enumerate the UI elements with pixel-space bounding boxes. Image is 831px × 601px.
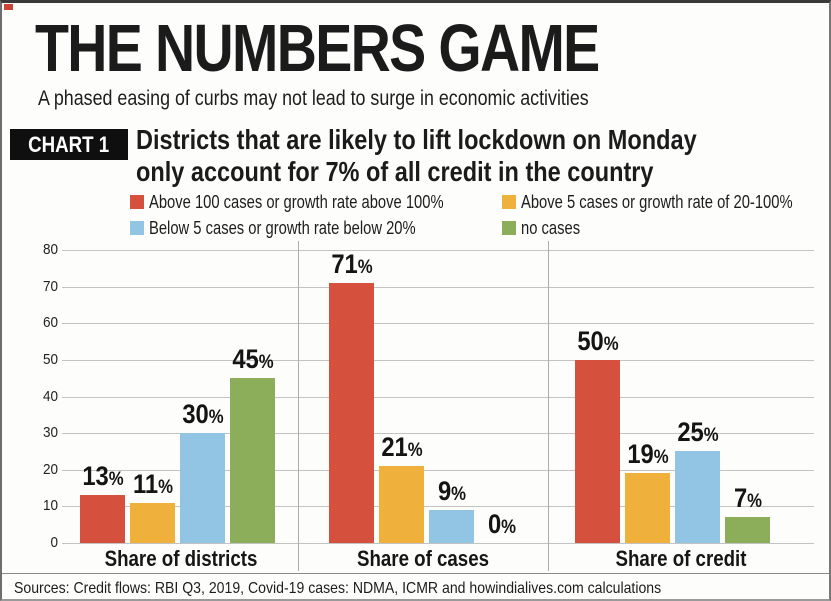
- bar-value-number: 30: [181, 399, 209, 430]
- bar-share-of-districts-above-5-cases-or-growth-rate-of-20-100: [130, 502, 175, 543]
- y-axis-tick-label-20: 20: [42, 460, 58, 478]
- bar-share-of-credit-no-cases: [725, 517, 770, 543]
- percent-sign: %: [450, 484, 466, 506]
- bar-chart: 0 10 20 30 40 50 60 70 80 13% 11% 30% 45% Share of di…: [2, 3, 829, 599]
- legend-item-no-cases: no cases: [502, 217, 593, 238]
- y-axis-tick-label-70: 70: [42, 277, 58, 295]
- bar-value-number: 50: [576, 325, 604, 356]
- legend-item-above-5-cases: Above 5 cases or growth rate of 20-100%: [502, 191, 829, 212]
- category-label-share-of-districts: Share of districts: [104, 546, 258, 571]
- gridline-10: [62, 506, 814, 508]
- bar-value-label-share-of-cases-above-5-cases-or-growth-rate-of-20-100: 21%: [381, 434, 422, 461]
- page-title: THE NUMBERS GAME: [35, 11, 600, 86]
- y-axis-tick-label-10: 10: [42, 497, 58, 515]
- bar-value-label-share-of-credit-no-cases: 7%: [733, 485, 761, 512]
- gridline-70: [62, 286, 814, 288]
- legend-item-above-100-cases: Above 100 cases or growth rate above 100…: [130, 191, 508, 212]
- chart-heading-line-2: only account for 7% of all credit in the…: [136, 155, 654, 187]
- sources-note: Sources: Credit flows: RBI Q3, 2019, Cov…: [14, 580, 662, 597]
- gridline-50: [62, 359, 814, 361]
- y-axis-tick-label-50: 50: [42, 350, 58, 368]
- y-axis-tick-label-30: 30: [42, 424, 58, 442]
- legend-item-below-5-cases: Below 5 cases or growth rate below 20%: [130, 217, 474, 238]
- bar-value-number: 11: [132, 468, 158, 499]
- bar-value-number: 71: [330, 248, 358, 279]
- bar-value-label-share-of-cases-no-cases: 0%: [487, 511, 515, 538]
- group-divider-2: [548, 241, 549, 571]
- legend-swatch-red: [130, 195, 144, 209]
- percent-sign: %: [157, 476, 173, 498]
- legend-label: Above 5 cases or growth rate of 20-100%: [521, 191, 793, 212]
- legend-label: no cases: [521, 217, 581, 238]
- y-axis-tick-label-40: 40: [42, 387, 58, 405]
- legend-swatch-blue: [130, 221, 144, 235]
- page-subtitle: A phased easing of curbs may not lead to…: [38, 87, 589, 110]
- percent-sign: %: [703, 425, 719, 447]
- gridline-20: [62, 469, 814, 471]
- bar-share-of-cases-below-5-cases-or-growth-rate-below-20: [429, 510, 474, 543]
- y-axis-tick-label-60: 60: [42, 314, 58, 332]
- bar-share-of-cases-above-100-cases-or-growth-rate-above-100: [329, 282, 374, 543]
- bar-value-number: 0: [487, 509, 501, 539]
- bar-value-label-share-of-cases-above-100-cases-or-growth-rate-above-100: 71%: [330, 248, 373, 279]
- y-axis-tick-label-80: 80: [42, 241, 58, 258]
- bar-value-number: 25: [676, 417, 704, 448]
- bar-value-number: 13: [81, 461, 109, 492]
- percent-sign: %: [357, 256, 373, 278]
- bar-value-label-share-of-cases-below-5-cases-or-growth-rate-below-20: 9%: [437, 478, 465, 505]
- bar-value-label-share-of-credit-above-5-cases-or-growth-rate-of-20-100: 19%: [627, 441, 668, 468]
- bar-value-label-share-of-districts-no-cases: 45%: [232, 346, 273, 373]
- bar-value-number: 21: [380, 432, 408, 463]
- percent-sign: %: [746, 491, 762, 513]
- chart-number-badge-label: CHART 1: [28, 131, 110, 157]
- percent-sign: %: [258, 352, 274, 374]
- y-axis-tick-label-0: 0: [50, 534, 58, 551]
- gridline-40: [62, 396, 814, 398]
- legend-label: Below 5 cases or growth rate below 20%: [149, 217, 416, 238]
- category-label-share-of-credit: Share of credit: [615, 546, 747, 571]
- bar-share-of-credit-below-5-cases-or-growth-rate-below-20: [675, 451, 720, 543]
- chart-number-badge: CHART 1: [10, 129, 128, 160]
- bar-value-number: 9: [437, 476, 451, 507]
- chart-heading-line-1: Districts that are likely to lift lockdo…: [136, 124, 697, 155]
- percent-sign: %: [653, 447, 669, 469]
- category-label-share-of-cases: Share of cases: [356, 546, 490, 571]
- gridline-30: [62, 433, 814, 435]
- bar-share-of-districts-below-5-cases-or-growth-rate-below-20: [180, 433, 225, 543]
- bar-share-of-districts-above-100-cases-or-growth-rate-above-100: [80, 495, 125, 543]
- gridline-60: [62, 323, 814, 325]
- bar-value-number: 7: [733, 483, 747, 514]
- gridline-0: [62, 543, 814, 544]
- percent-sign: %: [407, 440, 423, 462]
- corner-mark: [4, 4, 13, 10]
- percent-sign: %: [500, 517, 516, 538]
- legend-swatch-yellow: [502, 195, 516, 209]
- bar-value-label-share-of-districts-below-5-cases-or-growth-rate-below-20: 30%: [182, 401, 223, 428]
- chart-heading: Districts that are likely to lift lockdo…: [136, 124, 697, 188]
- gridline-80: [62, 250, 814, 251]
- percent-sign: %: [108, 469, 124, 491]
- percent-sign: %: [208, 407, 224, 429]
- legend-label: Above 100 cases or growth rate above 100…: [149, 191, 444, 212]
- group-divider-1: [298, 241, 299, 571]
- percent-sign: %: [603, 333, 619, 355]
- bar-value-label-share-of-credit-above-100-cases-or-growth-rate-above-100: 50%: [576, 325, 619, 356]
- bar-value-label-share-of-credit-below-5-cases-or-growth-rate-below-20: 25%: [677, 419, 718, 446]
- bar-value-number: 19: [626, 439, 654, 470]
- bar-value-number: 45: [231, 344, 259, 375]
- bar-share-of-credit-above-100-cases-or-growth-rate-above-100: [575, 359, 620, 543]
- legend-swatch-green: [502, 221, 516, 235]
- bar-value-label-share-of-districts-above-100-cases-or-growth-rate-above-100: 13%: [82, 463, 123, 490]
- bar-share-of-districts-no-cases: [230, 378, 275, 543]
- bar-share-of-credit-above-5-cases-or-growth-rate-of-20-100: [625, 473, 670, 543]
- source-divider: [2, 573, 829, 574]
- bar-share-of-cases-above-5-cases-or-growth-rate-of-20-100: [379, 466, 424, 543]
- bar-value-label-share-of-districts-above-5-cases-or-growth-rate-of-20-100: 11%: [132, 468, 173, 499]
